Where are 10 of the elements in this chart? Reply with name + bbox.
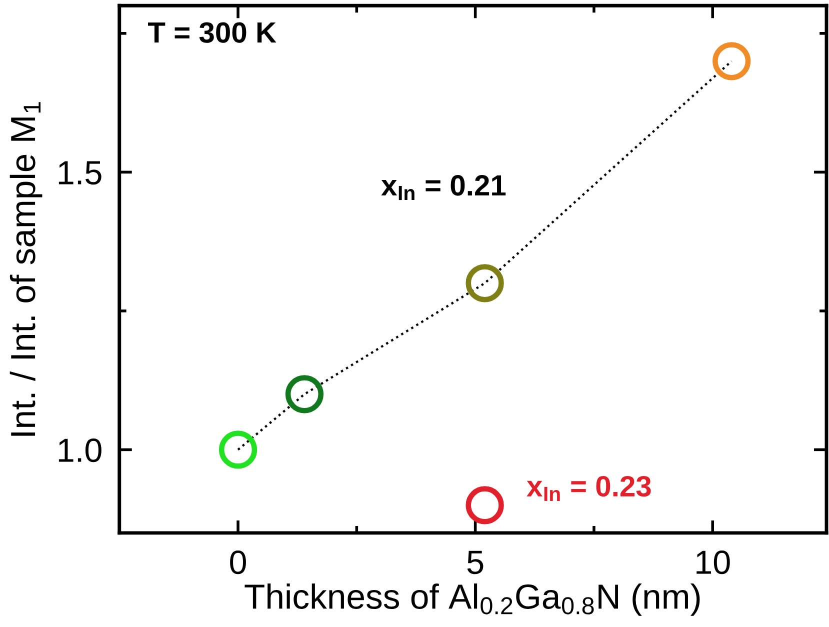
annotation: x$_{In}$ = 0.21 — [381, 175, 506, 200]
x-tick-label: 0 — [230, 550, 246, 574]
y-tick-label: 1.0 — [58, 438, 102, 462]
x-tick-label: 5 — [467, 550, 484, 574]
x-tick-label: 10 — [696, 550, 730, 574]
y-axis-title: Int. / Int. of sample M$_{1}$ — [10, 102, 42, 436]
y-tick-label: 1.5 — [58, 161, 102, 185]
x-axis-title: Thickness of Al$_{0.2}$Ga$_{0.8}$N (nm) — [244, 583, 700, 616]
annotation: T = 300 K — [148, 22, 276, 43]
annotation: x$_{In}$ = 0.23 — [526, 476, 651, 501]
